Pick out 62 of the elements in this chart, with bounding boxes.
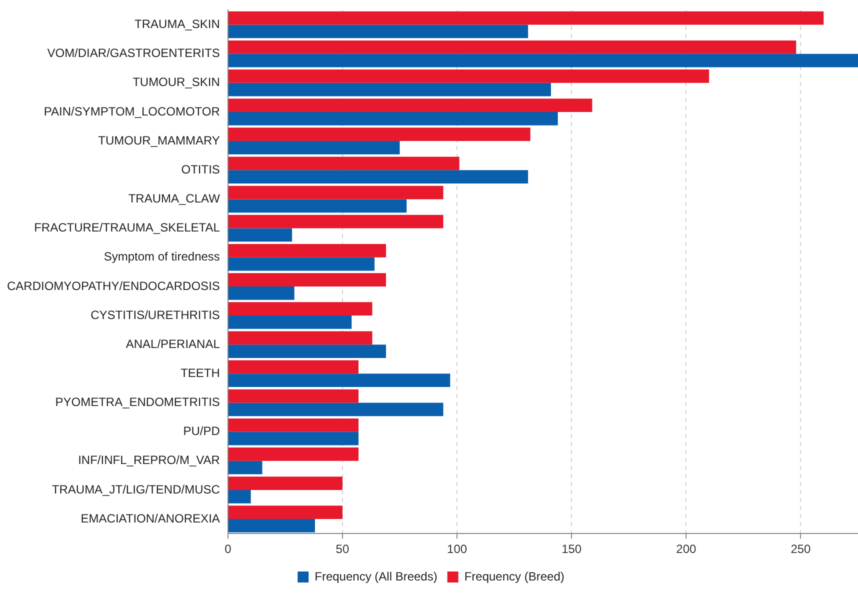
bar	[228, 360, 359, 374]
bar	[228, 344, 386, 358]
bar	[228, 141, 400, 154]
x-tick-label: 200	[676, 542, 696, 556]
bar	[228, 186, 444, 200]
y-tick-label: CARDIOMYOPATHY/ENDOCARDOSIS	[6, 278, 220, 293]
y-tick-label: PYOMETRA_ENDOMETRITIS	[55, 395, 220, 410]
bar	[228, 70, 710, 83]
y-tick-label: PAIN/SYMPTOM_LOCOMOTOR	[44, 104, 220, 118]
bar	[228, 40, 796, 54]
y-tick-label: TEETH	[180, 366, 220, 380]
bar	[228, 273, 386, 286]
bar	[228, 214, 444, 228]
y-tick-label: ANAL/PERIANAL	[126, 336, 220, 351]
y-tick-label: OTITIS	[181, 162, 220, 176]
bar	[228, 286, 294, 300]
bar	[228, 199, 407, 213]
bar	[228, 11, 824, 25]
legend-label: Frequency (All Breeds)	[314, 569, 438, 584]
y-tick-label: TUMOUR_SKIN	[132, 75, 220, 90]
bar	[228, 432, 359, 446]
x-tick-label: 0	[224, 542, 232, 556]
bar	[228, 244, 386, 258]
bar	[228, 302, 372, 316]
bar	[228, 98, 592, 112]
bar	[228, 82, 551, 96]
bar	[228, 170, 528, 184]
y-tick-label: Symptom of tiredness	[104, 250, 220, 264]
bar	[228, 476, 342, 490]
bar	[228, 506, 342, 520]
bar	[228, 402, 444, 416]
y-tick-label: FRACTURE/TRAUMA_SKELETAL	[34, 220, 220, 235]
bar	[228, 490, 251, 504]
y-tick-label: TUMOUR_MAMMARY	[98, 133, 220, 148]
bar	[228, 24, 528, 38]
bar	[228, 54, 858, 68]
bar	[228, 128, 530, 142]
bar	[228, 228, 292, 242]
bar	[228, 316, 352, 329]
bar	[228, 389, 359, 403]
bar	[228, 257, 375, 271]
y-tick-label: PU/PD	[183, 424, 220, 438]
bar	[228, 418, 359, 432]
y-tick-label: INF/INFL_REPRO/M_VAR	[78, 453, 220, 468]
x-tick-label: 250	[790, 542, 812, 556]
bar	[228, 448, 359, 461]
y-tick-label: TRAUMA_JT/LIG/TEND/MUSC	[52, 482, 220, 496]
y-tick-label: VOM/DIAR/GASTROENTERITS	[47, 46, 220, 60]
y-tick-label: EMACIATION/ANOREXIA	[80, 511, 220, 526]
bar	[228, 156, 460, 170]
bar	[228, 519, 315, 532]
bar	[228, 374, 450, 388]
bar	[228, 112, 558, 126]
bar	[228, 331, 372, 345]
y-tick-label: TRAUMA_SKIN	[134, 17, 220, 32]
legend-label: Frequency (Breed)	[464, 569, 564, 584]
x-tick-label: 100	[447, 542, 468, 556]
y-tick-label: CYSTITIS/URETHRITIS	[90, 308, 220, 322]
x-tick-label: 150	[562, 542, 582, 556]
x-tick-label: 50	[336, 542, 350, 556]
y-tick-label: TRAUMA_CLAW	[128, 192, 221, 206]
bar	[228, 460, 262, 474]
